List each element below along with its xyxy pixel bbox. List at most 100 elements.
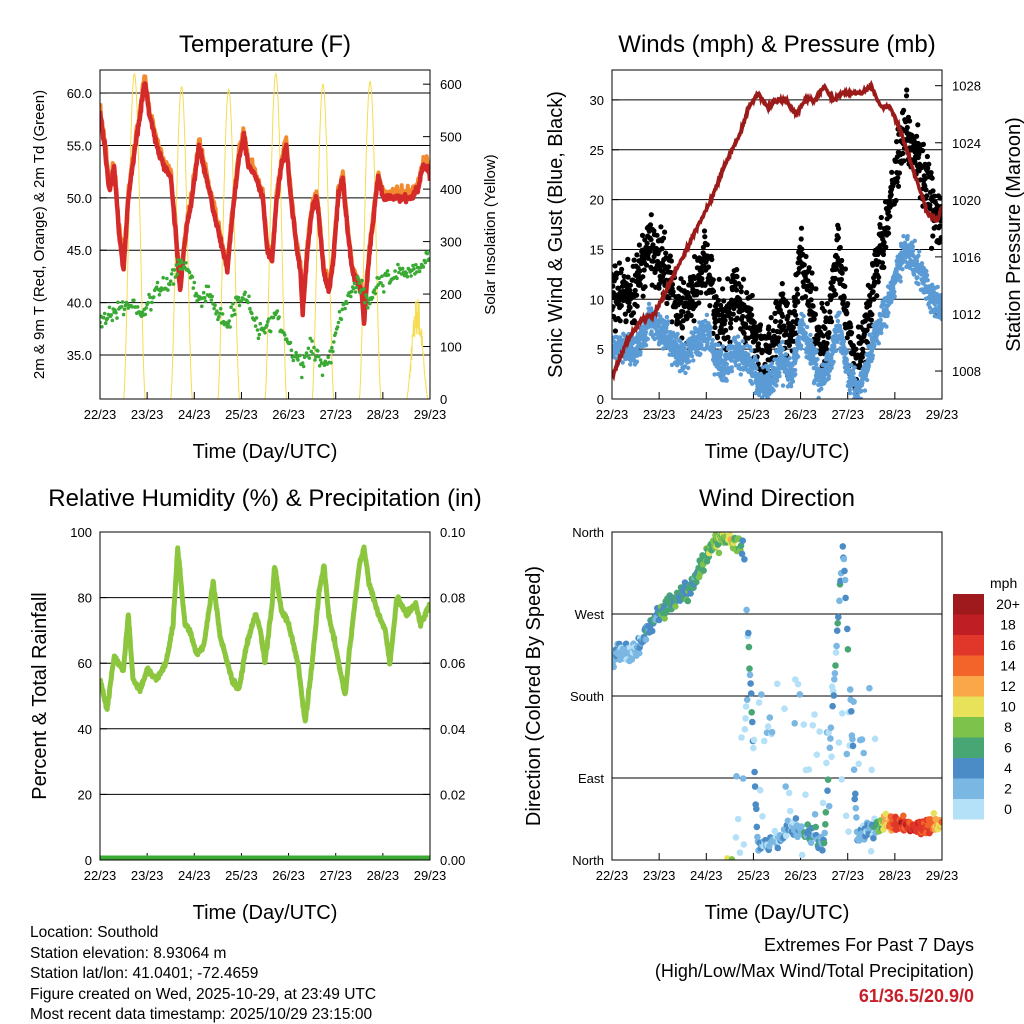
- dewpoint-point: [221, 319, 226, 324]
- wind-point: [712, 372, 717, 377]
- wind-point: [911, 248, 916, 253]
- wind-point: [643, 343, 649, 348]
- extremes-title: Extremes For Past 7 Days: [763, 935, 974, 955]
- wind-point: [749, 381, 755, 386]
- direction-point: [844, 625, 851, 633]
- wind-point: [695, 346, 700, 351]
- gust-point: [612, 328, 619, 334]
- wind-point: [862, 388, 868, 393]
- wind-point: [757, 390, 762, 395]
- wind-point: [738, 372, 743, 377]
- gust-point: [871, 279, 878, 285]
- gust-point: [692, 275, 698, 281]
- dewpoint-point: [241, 297, 246, 301]
- gust-point: [835, 235, 841, 241]
- gust-point: [806, 265, 812, 271]
- wind-point: [924, 268, 929, 274]
- wind-point: [708, 326, 713, 331]
- gust-point: [803, 253, 809, 260]
- direction-point: [821, 829, 828, 837]
- dewpoint-point: [231, 302, 235, 306]
- direction-point: [882, 810, 890, 818]
- direction-point: [812, 823, 819, 831]
- gust-point: [699, 276, 705, 282]
- y-tick-label: 40.0: [67, 296, 92, 311]
- dewpoint-point: [177, 261, 181, 266]
- wind-point: [803, 331, 808, 336]
- direction-point: [822, 809, 830, 816]
- chart-title: Relative Humidity (%) & Precipitation (i…: [48, 485, 481, 512]
- dewpoint-point: [332, 340, 336, 344]
- relative-humidity-line: [100, 544, 430, 724]
- legend-label: 20+: [996, 596, 1020, 612]
- y2-tick-label: 0.02: [440, 787, 465, 802]
- wind-point: [808, 332, 813, 338]
- direction-point: [782, 832, 790, 840]
- wind-point: [858, 396, 864, 399]
- gust-point: [873, 268, 880, 274]
- wind-point: [740, 339, 745, 344]
- direction-point: [825, 802, 833, 810]
- plot-area: [100, 544, 430, 860]
- direction-point: [796, 691, 804, 698]
- direction-point: [628, 656, 636, 663]
- gust-point: [709, 256, 715, 263]
- direction-point: [858, 736, 866, 743]
- wind-point: [886, 310, 891, 315]
- gust-point: [751, 319, 757, 326]
- gust-point: [870, 289, 876, 295]
- wind-point: [837, 310, 842, 315]
- wind-point: [620, 360, 625, 365]
- direction-point: [728, 856, 736, 860]
- dewpoint-point: [330, 345, 334, 350]
- dewpoint-point: [175, 272, 180, 277]
- wind-point: [752, 354, 758, 360]
- gust-point: [842, 266, 849, 272]
- wind-point: [724, 361, 729, 367]
- gust-point: [670, 289, 676, 295]
- legend-swatch: [953, 594, 984, 615]
- gust-point: [749, 312, 755, 318]
- gust-point: [826, 330, 832, 336]
- dewpoint-point: [102, 315, 106, 320]
- x-axis-label: Time (Day/UTC): [705, 902, 850, 924]
- y2-tick-label: 1020: [952, 193, 981, 208]
- direction-point: [816, 728, 823, 735]
- gust-point: [886, 230, 892, 236]
- gust-point: [859, 354, 865, 360]
- wind-point: [900, 267, 905, 272]
- direction-point: [827, 724, 835, 731]
- gust-point: [885, 225, 891, 231]
- direction-point: [687, 590, 694, 597]
- chart-title: Winds (mph) & Pressure (mb): [618, 31, 935, 58]
- wind-point: [658, 314, 663, 319]
- direction-point: [855, 760, 862, 768]
- x-tick-label: 25/23: [737, 407, 770, 422]
- x-tick-label: 26/23: [272, 868, 305, 883]
- gust-point: [786, 342, 793, 348]
- wind-point: [835, 339, 840, 344]
- dewpoint-point: [166, 288, 170, 292]
- dewpoint-point: [149, 308, 153, 312]
- dewpoint-point: [161, 275, 165, 280]
- x-tick-label: 26/23: [784, 407, 817, 422]
- direction-point: [798, 823, 805, 830]
- wind-point: [733, 339, 738, 345]
- gust-point: [658, 224, 664, 230]
- dewpoint-point: [119, 305, 124, 309]
- gust-point: [650, 258, 656, 264]
- gust-point: [812, 311, 819, 318]
- x-tick-label: 24/23: [178, 868, 211, 883]
- dewpoint-point: [256, 336, 261, 341]
- gust-point: [734, 267, 740, 273]
- dewpoint-point: [328, 349, 332, 353]
- y-tick-label: 40: [78, 722, 92, 737]
- wind-point: [754, 366, 759, 371]
- gust-point: [887, 213, 893, 219]
- gust-point: [748, 306, 754, 312]
- dewpoint-point: [354, 285, 359, 290]
- dewpoint-point: [316, 349, 320, 353]
- gust-point: [853, 346, 859, 352]
- dewpoint-point: [215, 309, 219, 314]
- wind-point: [729, 369, 735, 374]
